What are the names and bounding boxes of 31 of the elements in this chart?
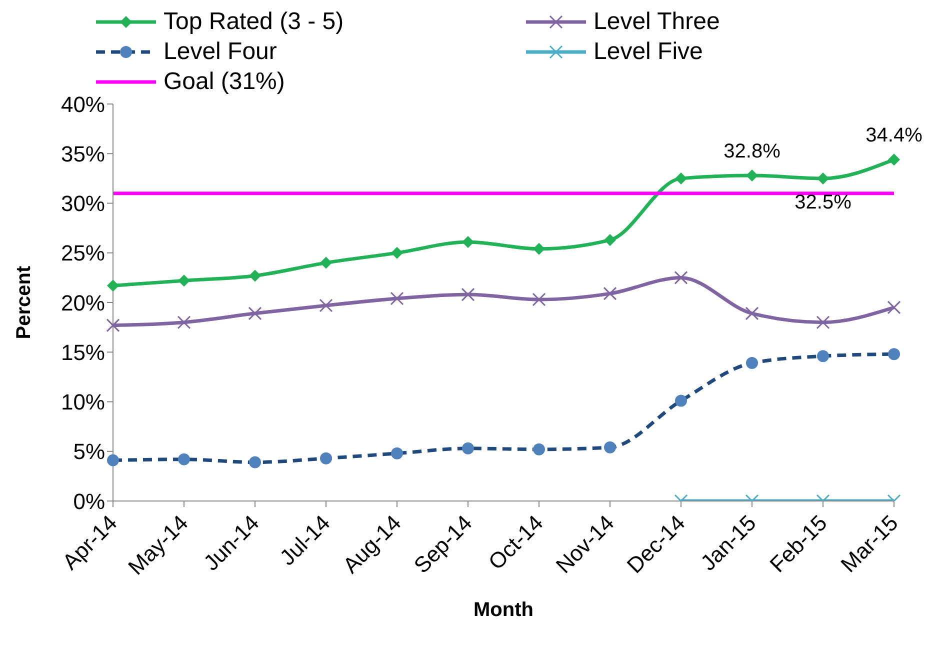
y-tick-label: 0% bbox=[73, 488, 105, 514]
y-tick-label: 35% bbox=[60, 141, 105, 166]
y-tick-label: 25% bbox=[60, 240, 105, 266]
point bbox=[178, 274, 190, 287]
point bbox=[817, 172, 829, 184]
data-label: 34.4% bbox=[866, 124, 923, 147]
point bbox=[604, 234, 616, 246]
y-tick-label: 30% bbox=[60, 191, 105, 216]
y-tick-label: 15% bbox=[60, 340, 105, 365]
point bbox=[391, 246, 403, 259]
y-axis-title: Percent bbox=[13, 265, 36, 340]
point bbox=[249, 270, 261, 282]
x-axis-title: Month bbox=[474, 599, 534, 621]
point bbox=[746, 169, 758, 182]
y-tick-label: 10% bbox=[60, 390, 105, 415]
legend-label: Level Three bbox=[594, 8, 720, 36]
y-tick-label: 20% bbox=[60, 290, 105, 316]
point bbox=[107, 280, 119, 292]
y-tick-label: 40% bbox=[60, 92, 105, 117]
point bbox=[533, 242, 545, 255]
legend-label: Goal (31%) bbox=[164, 68, 285, 96]
y-tick-label: 5% bbox=[73, 439, 105, 464]
legend-label: Top Rated (3 - 5) bbox=[164, 8, 344, 36]
point bbox=[462, 236, 474, 248]
legend-label: Level Five bbox=[594, 38, 703, 66]
point bbox=[888, 154, 900, 166]
point bbox=[675, 172, 687, 184]
point bbox=[320, 256, 332, 269]
data-label: 32.8% bbox=[724, 140, 781, 162]
legend-label: Level Four bbox=[164, 38, 277, 66]
data-label: 32.5% bbox=[794, 191, 852, 214]
